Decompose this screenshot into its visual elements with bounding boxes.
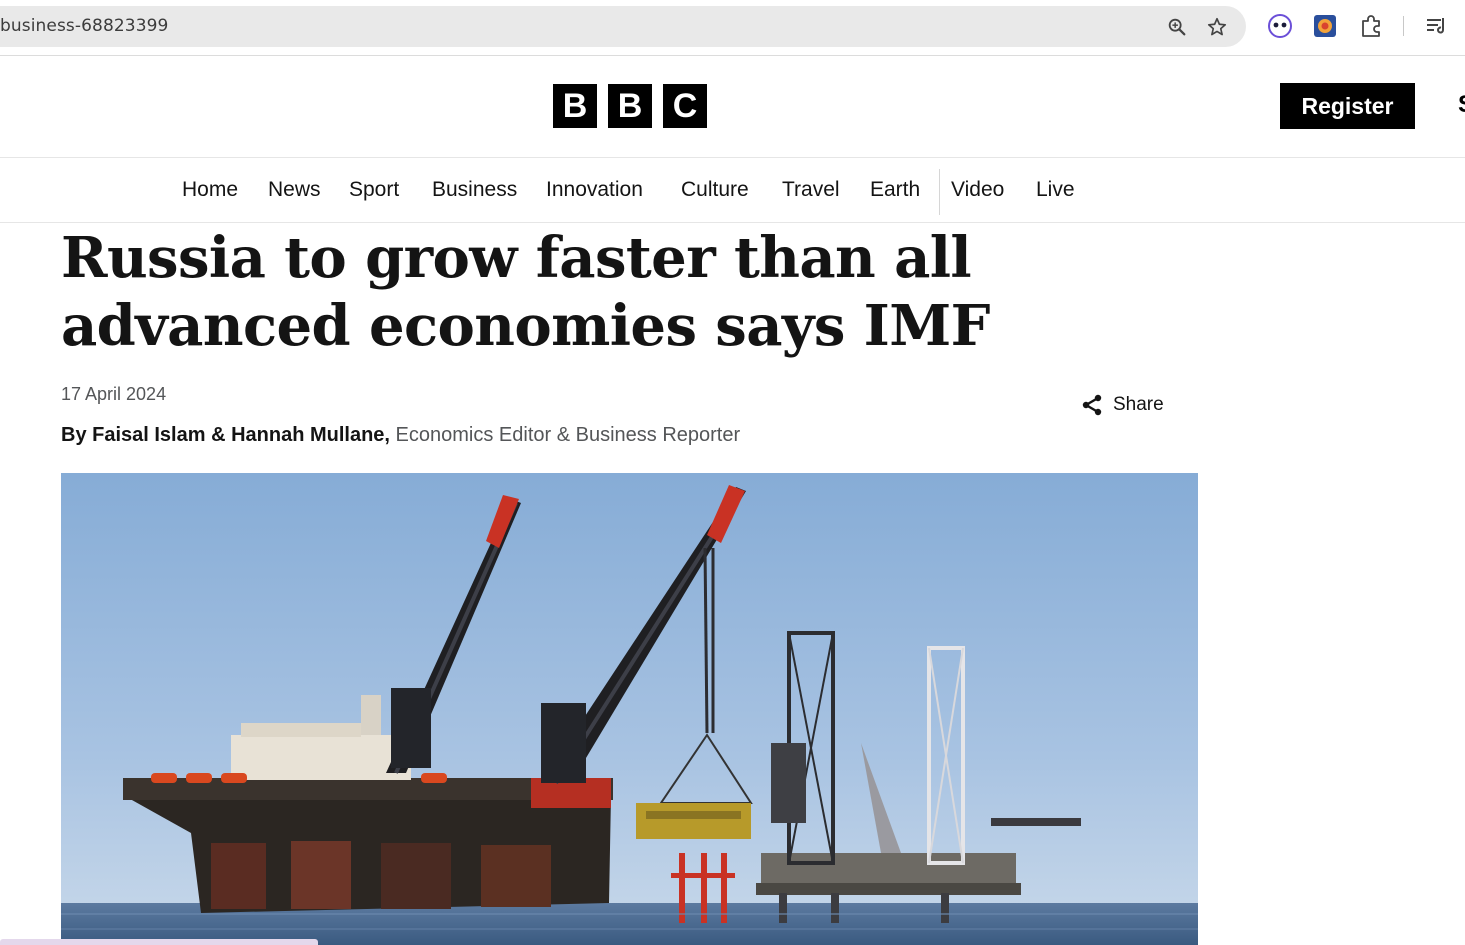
sign-in-link[interactable]: S bbox=[1458, 91, 1465, 119]
nav-item-business[interactable]: Business bbox=[432, 178, 518, 201]
nav-item-sport[interactable]: Sport bbox=[349, 178, 400, 201]
browser-toolbar: business-68823399 bbox=[0, 0, 1465, 56]
main-navigation: Home News Sport Business Innovation Cult… bbox=[0, 159, 1465, 223]
extension-colorful-icon[interactable] bbox=[1312, 13, 1338, 39]
extensions-puzzle-icon[interactable] bbox=[1358, 13, 1384, 39]
logo-letter: B bbox=[553, 84, 597, 128]
nav-item-travel[interactable]: Travel bbox=[782, 178, 840, 201]
nav-item-innovation[interactable]: Innovation bbox=[546, 178, 643, 201]
register-button[interactable]: Register bbox=[1280, 83, 1415, 129]
share-button[interactable]: Share bbox=[1080, 392, 1164, 418]
logo-letter: B bbox=[608, 84, 652, 128]
byline-roles: Economics Editor & Business Reporter bbox=[395, 424, 741, 446]
bbc-masthead: B B C Register S bbox=[0, 57, 1465, 158]
nav-item-culture[interactable]: Culture bbox=[681, 178, 749, 201]
nav-item-home[interactable]: Home bbox=[182, 178, 239, 201]
bookmark-star-icon[interactable] bbox=[1206, 16, 1228, 38]
article-date: 17 April 2024 bbox=[61, 384, 167, 404]
jackup-rig bbox=[756, 631, 1081, 923]
logo-letter: C bbox=[663, 84, 707, 128]
byline-authors: By Faisal Islam & Hannah Mullane, bbox=[61, 424, 390, 446]
reading-list-icon[interactable] bbox=[1424, 13, 1450, 39]
nav-item-video[interactable]: Video bbox=[951, 178, 1005, 201]
crane-vessel bbox=[123, 485, 753, 913]
zoom-icon[interactable] bbox=[1166, 16, 1188, 38]
toolbar-separator bbox=[1403, 16, 1404, 36]
bottom-overlay-strip bbox=[0, 939, 318, 945]
share-label: Share bbox=[1113, 394, 1164, 415]
suspended-module bbox=[636, 803, 751, 839]
nav-item-live[interactable]: Live bbox=[1036, 178, 1075, 201]
nav-separator bbox=[939, 169, 940, 215]
offshore-platform-illustration bbox=[61, 473, 1198, 945]
share-icon bbox=[1082, 394, 1102, 416]
address-bar[interactable]: business-68823399 bbox=[0, 6, 1246, 47]
address-url[interactable]: business-68823399 bbox=[0, 16, 169, 36]
hero-image bbox=[61, 473, 1198, 945]
nav-item-earth[interactable]: Earth bbox=[870, 178, 921, 201]
nav-item-news[interactable]: News bbox=[268, 178, 321, 201]
extension-face-icon[interactable] bbox=[1267, 13, 1293, 39]
article-headline: Russia to grow faster than all advanced … bbox=[61, 225, 990, 359]
article-byline: By Faisal Islam & Hannah Mullane, Econom… bbox=[61, 424, 740, 447]
bbc-logo[interactable]: B B C bbox=[553, 84, 707, 128]
